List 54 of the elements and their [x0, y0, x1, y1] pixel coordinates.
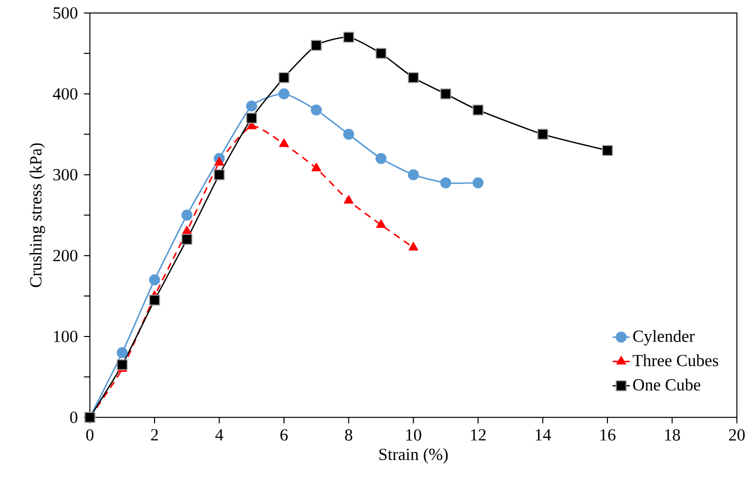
y-axis-title: Crushing stress (kPa): [30, 143, 46, 287]
point: [408, 242, 418, 250]
point: [310, 104, 322, 116]
x-tick-label: 8: [345, 429, 352, 441]
y-tick-label: 400: [52, 88, 78, 100]
y-tick-label: 100: [54, 330, 78, 342]
y-tick-label: 200: [53, 250, 78, 262]
point: [537, 128, 548, 140]
point: [149, 274, 160, 286]
point: [246, 100, 258, 112]
point: [343, 128, 354, 140]
point: [181, 234, 192, 245]
x-tick-label: 10: [406, 429, 422, 441]
point: [376, 219, 386, 228]
legend-label: One Cube: [633, 378, 700, 390]
x-tick-label: 4: [215, 429, 224, 440]
x-tick-label: 16: [600, 429, 616, 440]
x-tick-label: 20: [729, 429, 745, 441]
point: [472, 104, 484, 116]
point: [344, 195, 354, 204]
x-tick-label: 14: [536, 429, 551, 440]
y-tick-label: 300: [53, 168, 78, 180]
x-tick-label: 18: [665, 429, 680, 441]
point: [116, 359, 128, 370]
x-tick-label: 12: [471, 429, 486, 440]
point: [440, 88, 452, 100]
y-tick-label: 0: [70, 412, 78, 423]
point: [279, 138, 289, 147]
point: [149, 294, 160, 306]
point: [311, 162, 322, 172]
x-axis-title: Strain (%): [379, 448, 448, 464]
point: [310, 40, 322, 51]
point: [182, 226, 192, 234]
point: [472, 177, 484, 188]
point: [214, 156, 224, 166]
x-tick-label: 0: [86, 429, 94, 441]
point: [376, 152, 387, 164]
point: [408, 169, 419, 180]
point: [181, 210, 192, 221]
point: [278, 72, 290, 84]
point: [602, 144, 613, 156]
point: [214, 169, 225, 180]
x-tick-label: 6: [280, 429, 288, 440]
point: [278, 88, 290, 100]
point: [440, 177, 452, 188]
point: [343, 32, 354, 43]
y-tick-label: 500: [54, 7, 78, 19]
point: [246, 112, 258, 124]
point: [408, 72, 419, 84]
point: [116, 347, 128, 358]
legend-label: Cylender: [633, 330, 695, 346]
legend-label: Three Cubes: [632, 354, 718, 366]
x-tick-label: 2: [151, 429, 158, 440]
point: [376, 48, 387, 59]
